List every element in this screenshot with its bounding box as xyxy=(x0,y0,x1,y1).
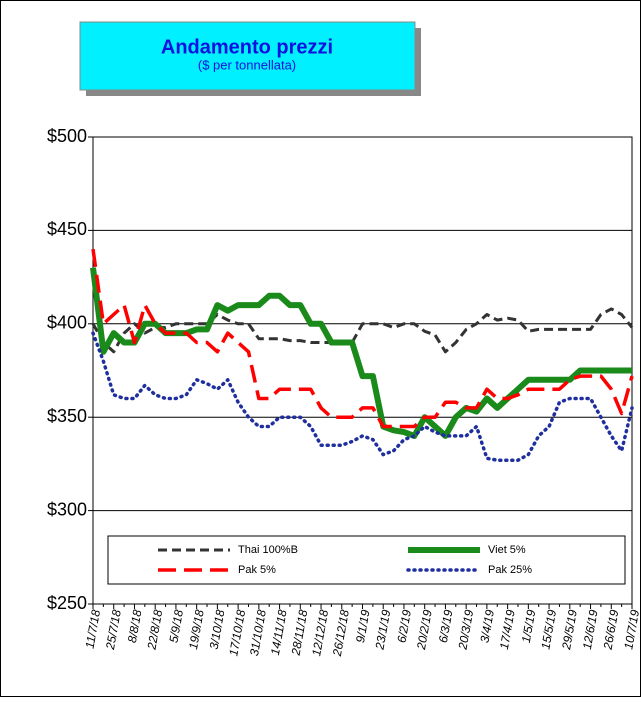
y-tick-label: $450 xyxy=(47,219,87,239)
x-tick-label: 19/9/18 xyxy=(186,608,207,650)
x-tick-label: 12/6/19 xyxy=(580,608,601,650)
x-tick-label: 9/1/19 xyxy=(353,608,373,644)
x-tick-label: 10/7/19 xyxy=(621,608,641,650)
legend-label: Viet 5% xyxy=(488,544,526,556)
x-tick-label: 5/9/18 xyxy=(166,608,186,644)
legend-box xyxy=(107,535,626,585)
x-tick-label: 3/10/18 xyxy=(207,608,228,650)
y-tick-label: $300 xyxy=(47,499,87,519)
series-line xyxy=(90,267,632,439)
legend-label: Thai 100%B xyxy=(238,544,298,556)
y-tick-label: $400 xyxy=(47,313,87,333)
series-line xyxy=(91,307,634,354)
x-tick-label: 1/5/19 xyxy=(519,608,539,644)
y-tick-label: $500 xyxy=(47,126,87,146)
x-tick-label: 6/3/19 xyxy=(436,608,456,644)
chart-title: Andamento prezzi xyxy=(161,36,333,58)
x-tick-label: 11/7/18 xyxy=(82,608,103,649)
y-tick-label: $250 xyxy=(47,593,87,613)
x-tick-label: 6/2/19 xyxy=(394,608,414,644)
title-box xyxy=(79,21,416,91)
x-tick-label: 3/4/19 xyxy=(477,608,497,644)
y-tick-label: $350 xyxy=(47,406,87,426)
x-tick-label: 15/5/19 xyxy=(538,608,559,650)
series-line xyxy=(91,331,634,462)
legend-label: Pak 5% xyxy=(238,564,276,576)
series-line xyxy=(91,248,634,429)
x-tick-label: 17/4/19 xyxy=(497,608,518,650)
chart-subtitle: ($ per tonnellata) xyxy=(198,57,296,72)
legend-label: Pak 25% xyxy=(488,564,532,576)
x-tick-label: 8/8/18 xyxy=(125,608,145,644)
